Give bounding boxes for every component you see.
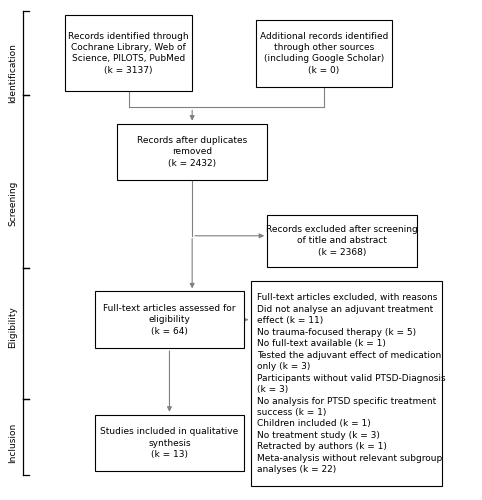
Text: Studies included in qualitative
synthesis
(k = 13): Studies included in qualitative synthesi… [100,427,239,459]
FancyBboxPatch shape [94,292,244,348]
Text: Records identified through
Cochrane Library, Web of
Science, PILOTS, PubMed
(k =: Records identified through Cochrane Libr… [68,32,189,75]
Text: Records after duplicates
removed
(k = 2432): Records after duplicates removed (k = 24… [137,136,247,168]
Text: Additional records identified
through other sources
(including Google Scholar)
(: Additional records identified through ot… [260,32,388,75]
FancyBboxPatch shape [117,124,267,180]
Text: Full-text articles assessed for
eligibility
(k = 64): Full-text articles assessed for eligibil… [103,304,236,336]
Text: Inclusion: Inclusion [8,423,17,463]
Text: Records excluded after screening
of title and abstract
(k = 2368): Records excluded after screening of titl… [266,225,418,256]
Text: Identification: Identification [8,43,17,103]
Text: Eligibility: Eligibility [8,306,17,348]
FancyBboxPatch shape [94,414,244,472]
FancyBboxPatch shape [65,15,192,92]
Text: Full-text articles excluded, with reasons
Did not analyse an adjuvant treatment
: Full-text articles excluded, with reason… [256,294,445,474]
Text: Screening: Screening [8,181,17,226]
FancyBboxPatch shape [267,215,417,266]
FancyBboxPatch shape [251,282,442,486]
FancyBboxPatch shape [256,20,392,86]
